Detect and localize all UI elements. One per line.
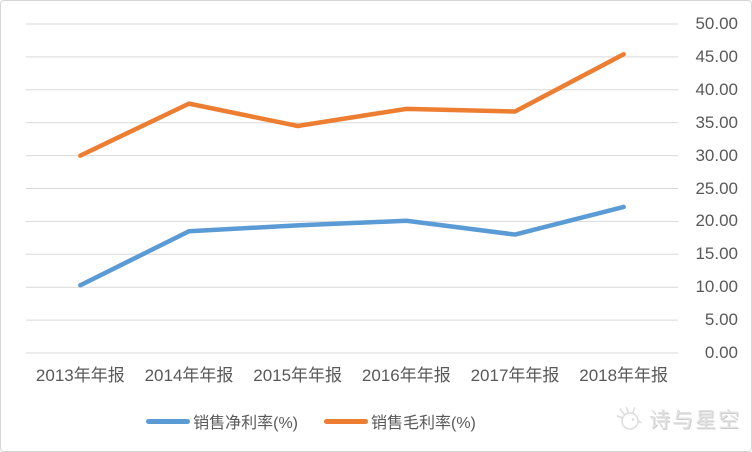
y-tick-label: 10.00 <box>695 277 738 297</box>
legend-label-net-margin: 销售净利率(%) <box>193 415 298 432</box>
watermark-text: 诗与星空 <box>649 409 741 432</box>
legend-label-gross-margin: 销售毛利率(%) <box>371 415 476 432</box>
x-category-label: 2017年年报 <box>470 366 560 385</box>
legend: 销售净利率(%) 销售毛利率(%) <box>1 407 621 435</box>
x-category-label: 2016年年报 <box>361 366 451 385</box>
y-tick-label: 5.00 <box>704 310 738 330</box>
legend-item-net-margin: 销售净利率(%) <box>146 409 298 433</box>
y-tick-label: 0.00 <box>704 343 738 362</box>
y-tick-label: 20.00 <box>695 211 738 231</box>
y-tick-label: 45.00 <box>695 46 738 66</box>
y-tick-label: 25.00 <box>695 178 738 198</box>
y-tick-label: 50.00 <box>695 14 738 33</box>
y-tick-label: 40.00 <box>695 79 738 99</box>
watermark: 诗与星空 <box>614 404 741 434</box>
bird-logo-icon <box>616 406 642 430</box>
x-category-label: 2015年年报 <box>253 366 343 385</box>
legend-item-gross-margin: 销售毛利率(%) <box>324 409 476 433</box>
net-margin-line-swatch <box>146 418 191 424</box>
x-category-label: 2013年年报 <box>35 366 125 385</box>
x-category-label: 2014年年报 <box>144 366 234 385</box>
y-tick-label: 15.00 <box>695 244 738 264</box>
net-margin-line <box>78 204 626 288</box>
gross-margin-line <box>78 52 626 158</box>
gross-margin-line-swatch <box>324 418 368 424</box>
y-tick-label: 35.00 <box>695 112 738 132</box>
y-tick-label: 30.00 <box>695 145 738 165</box>
x-category-label: 2018年年报 <box>579 366 669 385</box>
